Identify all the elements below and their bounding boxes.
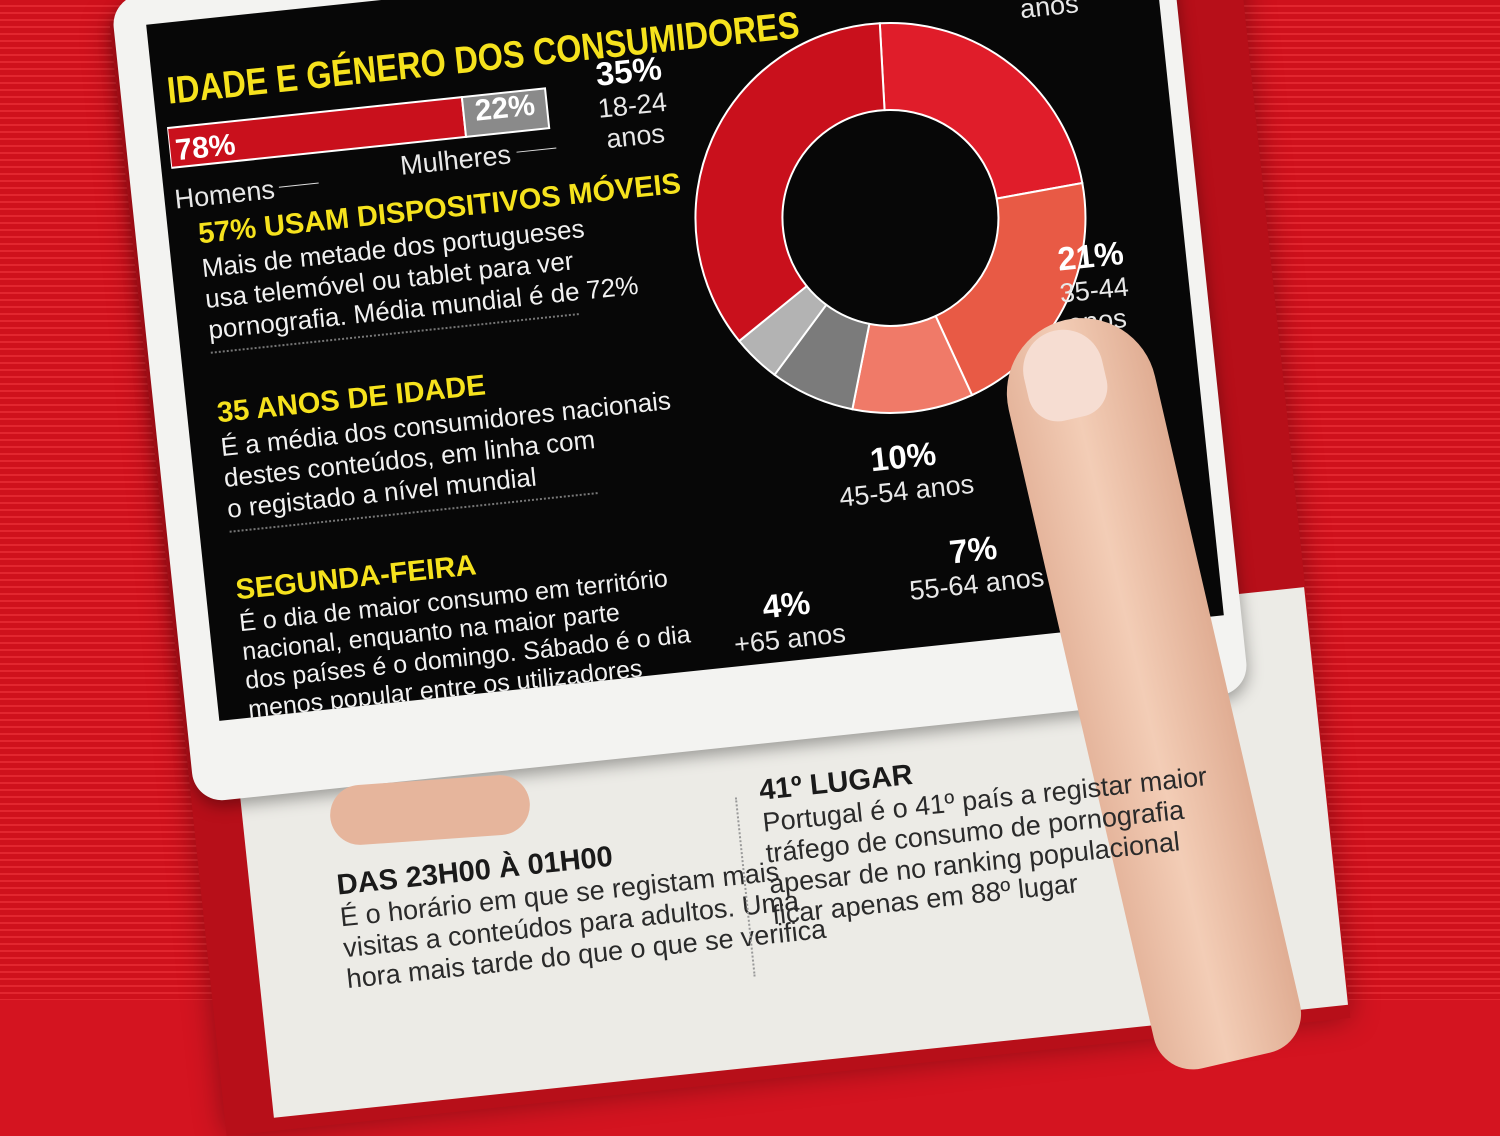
- women-value: 22%: [473, 88, 537, 128]
- donut-slice: [878, 21, 1084, 200]
- slice-label: 18-24 anos: [596, 86, 669, 155]
- men-label: Homens: [173, 174, 277, 215]
- section-age: 35 ANOS DE IDADE É a média dos consumido…: [216, 350, 680, 533]
- men-leader-line: [278, 182, 319, 188]
- women-leader-line: [516, 147, 557, 153]
- label-65: 4% +65 anos: [729, 580, 847, 660]
- men-value: 78%: [173, 128, 237, 168]
- gender-bar-chart: [166, 87, 551, 169]
- donut-slice: [934, 181, 1087, 397]
- age-donut-chart: [694, 21, 1087, 414]
- label-45-54: 10% 45-54 anos: [834, 431, 976, 514]
- tablet-screen: IDADE E GÉNERO DOS CONSUMIDORES 78% 22% …: [146, 0, 1224, 721]
- donut-slice: [694, 22, 886, 343]
- fingernail: [1015, 321, 1114, 428]
- label-55-64: 7% 55-64 anos: [904, 524, 1046, 607]
- gender-bar-segment: [460, 87, 551, 138]
- label-18-24: 35% 18-24 anos: [592, 49, 672, 156]
